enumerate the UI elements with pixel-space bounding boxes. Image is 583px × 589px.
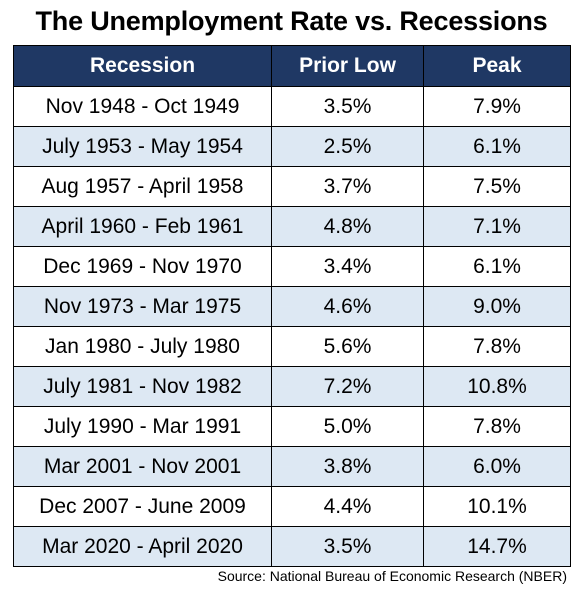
table-row: Dec 1969 - Nov 1970 3.4% 6.1% xyxy=(13,246,571,287)
table-row: Dec 2007 - June 2009 4.4% 10.1% xyxy=(13,486,571,527)
peak-cell: 6.1% xyxy=(423,126,571,167)
prior-low-cell: 4.6% xyxy=(271,286,424,327)
prior-low-cell: 4.8% xyxy=(271,206,424,247)
column-header-prior-low: Prior Low xyxy=(271,45,424,87)
prior-low-cell: 7.2% xyxy=(271,366,424,407)
peak-cell: 14.7% xyxy=(423,526,571,567)
peak-cell: 9.0% xyxy=(423,286,571,327)
recession-cell: Jan 1980 - July 1980 xyxy=(13,326,272,367)
prior-low-cell: 2.5% xyxy=(271,126,424,167)
prior-low-cell: 5.0% xyxy=(271,406,424,447)
peak-cell: 6.0% xyxy=(423,446,571,487)
column-header-recession: Recession xyxy=(13,45,272,87)
prior-low-cell: 3.5% xyxy=(271,86,424,127)
recession-cell: Dec 1969 - Nov 1970 xyxy=(13,246,272,287)
recession-cell: Mar 2001 - Nov 2001 xyxy=(13,446,272,487)
peak-cell: 10.1% xyxy=(423,486,571,527)
prior-low-cell: 3.8% xyxy=(271,446,424,487)
peak-cell: 10.8% xyxy=(423,366,571,407)
recession-cell: Nov 1973 - Mar 1975 xyxy=(13,286,272,327)
recession-cell: Mar 2020 - April 2020 xyxy=(13,526,272,567)
table-row: Aug 1957 - April 1958 3.7% 7.5% xyxy=(13,166,571,207)
recession-cell: Dec 2007 - June 2009 xyxy=(13,486,272,527)
prior-low-cell: 4.4% xyxy=(271,486,424,527)
header-row: Recession Prior Low Peak xyxy=(13,45,571,87)
table-row: Mar 2001 - Nov 2001 3.8% 6.0% xyxy=(13,446,571,487)
recession-cell: Nov 1948 - Oct 1949 xyxy=(13,86,272,127)
peak-cell: 7.9% xyxy=(423,86,571,127)
recession-cell: July 1981 - Nov 1982 xyxy=(13,366,272,407)
table-body: Nov 1948 - Oct 1949 3.5% 7.9% July 1953 - M… xyxy=(13,86,571,567)
prior-low-cell: 3.4% xyxy=(271,246,424,287)
recession-cell: April 1960 - Feb 1961 xyxy=(13,206,272,247)
chart-title: The Unemployment Rate vs. Recessions xyxy=(35,6,548,36)
peak-cell: 7.8% xyxy=(423,406,571,447)
peak-cell: 7.1% xyxy=(423,206,571,247)
peak-cell: 7.8% xyxy=(423,326,571,367)
prior-low-cell: 3.7% xyxy=(271,166,424,207)
recession-cell: July 1990 - Mar 1991 xyxy=(13,406,272,447)
prior-low-cell: 5.6% xyxy=(271,326,424,367)
peak-cell: 7.5% xyxy=(423,166,571,207)
table-row: July 1953 - May 1954 2.5% 6.1% xyxy=(13,126,571,167)
recession-cell: Aug 1957 - April 1958 xyxy=(13,166,272,207)
table-row: Mar 2020 - April 2020 3.5% 14.7% xyxy=(13,526,571,567)
recession-cell: July 1953 - May 1954 xyxy=(13,126,272,167)
table-row: Nov 1973 - Mar 1975 4.6% 9.0% xyxy=(13,286,571,327)
table-row: July 1981 - Nov 1982 7.2% 10.8% xyxy=(13,366,571,407)
prior-low-cell: 3.5% xyxy=(271,526,424,567)
table-row: April 1960 - Feb 1961 4.8% 7.1% xyxy=(13,206,571,247)
recession-table: Recession Prior Low Peak Nov 1948 - Oct … xyxy=(13,45,571,567)
table-row: Nov 1948 - Oct 1949 3.5% 7.9% xyxy=(13,86,571,127)
table-row: Jan 1980 - July 1980 5.6% 7.8% xyxy=(13,326,571,367)
table-header: Recession Prior Low Peak xyxy=(13,45,571,87)
table-row: July 1990 - Mar 1991 5.0% 7.8% xyxy=(13,406,571,447)
peak-cell: 6.1% xyxy=(423,246,571,287)
column-header-peak: Peak xyxy=(423,45,571,87)
source-note: Source: National Bureau of Economic Rese… xyxy=(217,568,567,584)
